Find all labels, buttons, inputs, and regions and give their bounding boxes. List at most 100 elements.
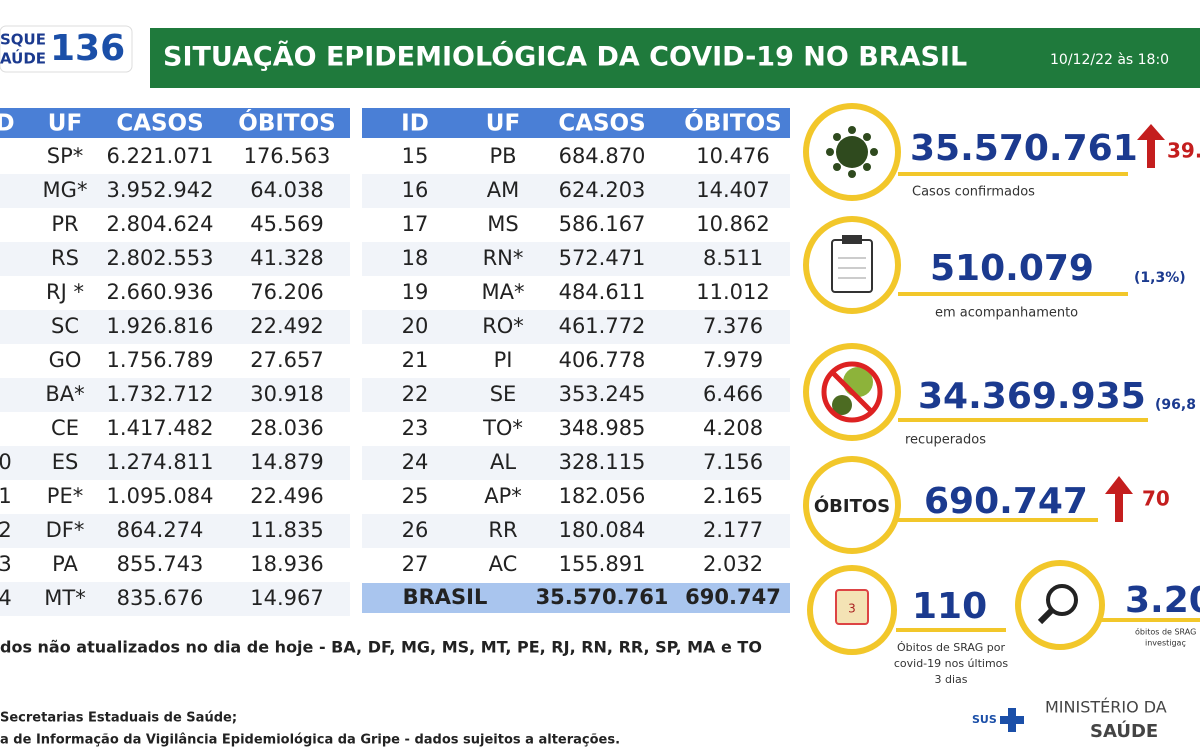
table-cell: 27.657 [250, 348, 323, 372]
calendar-icon [835, 589, 869, 625]
column-header: CASOS [558, 111, 645, 137]
table-cell: 21 [402, 348, 429, 372]
table-cell: 4.208 [703, 416, 763, 440]
total-deaths: 690.747 [685, 585, 781, 609]
table-cell: 864.274 [117, 518, 204, 542]
table-cell: AL [490, 450, 516, 474]
srag-caption: covid-19 nos últimos [894, 657, 1009, 670]
table-cell: AM [487, 178, 519, 202]
row-stripe [362, 514, 790, 548]
table-cell: 24 [402, 450, 429, 474]
srag-caption: 3 dias [934, 673, 967, 686]
table-cell: 11.012 [696, 280, 769, 304]
row-stripe [362, 446, 790, 480]
table-cell: 406.778 [559, 348, 646, 372]
table-cell: 22 [402, 382, 429, 406]
table-cell: 1.417.482 [107, 416, 214, 440]
table-cell: RO* [482, 314, 524, 338]
table-cell: 624.203 [559, 178, 646, 202]
row-stripe [0, 582, 350, 616]
magnifier-icon [1037, 584, 1078, 625]
table-cell: 11.835 [250, 518, 323, 542]
table-cell: 28.036 [250, 416, 323, 440]
table-cell: MT* [44, 586, 85, 610]
up-arrow [1105, 476, 1133, 522]
logo-top: SQUE [0, 31, 46, 49]
title: SITUAÇÃO EPIDEMIOLÓGICA DA COVID-19 NO B… [163, 41, 967, 73]
table-cell: TO* [482, 416, 523, 440]
table-cell: 1 [0, 484, 12, 508]
table-cell: CE [51, 416, 79, 440]
srag-caption: Óbitos de SRAG por [897, 641, 1005, 654]
table-cell: MA* [482, 280, 525, 304]
sus-logo: SUS [972, 713, 997, 726]
table-cell: PB [489, 144, 516, 168]
table-cell: 2 [0, 518, 12, 542]
table-cell: 328.115 [559, 450, 646, 474]
monitoring-percent: (1,3%) [1134, 270, 1186, 286]
table-cell: PE* [47, 484, 83, 508]
monitoring-caption: em acompanhamento [935, 306, 1078, 321]
ministry-bottom: SAÚDE [1090, 720, 1158, 742]
footnote: dos não atualizados no dia de hoje - BA,… [0, 638, 762, 657]
source: Secretarias Estaduais de Saúde; [0, 711, 237, 726]
investigation-caption: investigaç [1145, 639, 1186, 648]
ministry-top: MINISTÉRIO DA [1045, 698, 1167, 717]
recovered-caption: recuperados [905, 433, 986, 448]
sus-cross [1000, 708, 1024, 732]
table-cell: GO [49, 348, 82, 372]
table-cell: 25 [402, 484, 429, 508]
column-header: ID [401, 111, 429, 137]
table-cell: 20 [402, 314, 429, 338]
title-banner [150, 28, 1200, 88]
table-cell: RN* [483, 246, 524, 270]
no-virus-icon [821, 361, 883, 423]
row-stripe [362, 310, 790, 344]
row-stripe [0, 446, 350, 480]
table-cell: 855.743 [117, 552, 204, 576]
table-cell: PA [52, 552, 78, 576]
srag-value: 110 [912, 586, 987, 627]
row-stripe [0, 242, 350, 276]
table-cell: 18 [402, 246, 429, 270]
table-cell: BA* [45, 382, 84, 406]
table-cell: SE [490, 382, 517, 406]
table-cell: 1.926.816 [107, 314, 214, 338]
deaths-label: ÓBITOS [814, 495, 890, 517]
table-cell: 17 [402, 212, 429, 236]
table-cell: 14.407 [696, 178, 769, 202]
investigation-value: 3.20 [1125, 580, 1200, 621]
row-stripe [0, 174, 350, 208]
table-cell: RS [51, 246, 79, 270]
deaths-value: 690.747 [924, 481, 1088, 522]
underline-bars [896, 172, 1200, 632]
table-cell: 155.891 [559, 552, 646, 576]
table-cell: 1.732.712 [107, 382, 214, 406]
logo-bottom: AÚDE [0, 49, 46, 68]
row-stripe [0, 310, 350, 344]
table-cell: 1.274.811 [107, 450, 214, 474]
table-cell: 2.804.624 [107, 212, 214, 236]
table-cell: PR [51, 212, 78, 236]
table-cell: 6.466 [703, 382, 763, 406]
table-cell: PI [494, 348, 513, 372]
table-cell: 41.328 [250, 246, 323, 270]
table-cell: 1.095.084 [107, 484, 214, 508]
table-cell: 835.676 [117, 586, 204, 610]
table-cell: MG* [43, 178, 88, 202]
recovered-value: 34.369.935 [918, 376, 1146, 417]
table-cell: 586.167 [559, 212, 646, 236]
table-cell: 461.772 [559, 314, 646, 338]
row-stripe [362, 242, 790, 276]
column-header: UF [486, 111, 520, 137]
cases-increase: 39. [1167, 139, 1200, 163]
column-header: ÓBITOS [684, 109, 781, 137]
table-cell: 2.177 [703, 518, 763, 542]
recovered-percent: (96,8 [1155, 397, 1196, 413]
table-cell: SP* [47, 144, 84, 168]
table-cell: 27 [402, 552, 429, 576]
table-cell: 0 [0, 450, 12, 474]
table-cell: 76.206 [250, 280, 323, 304]
table-cell: 23 [402, 416, 429, 440]
